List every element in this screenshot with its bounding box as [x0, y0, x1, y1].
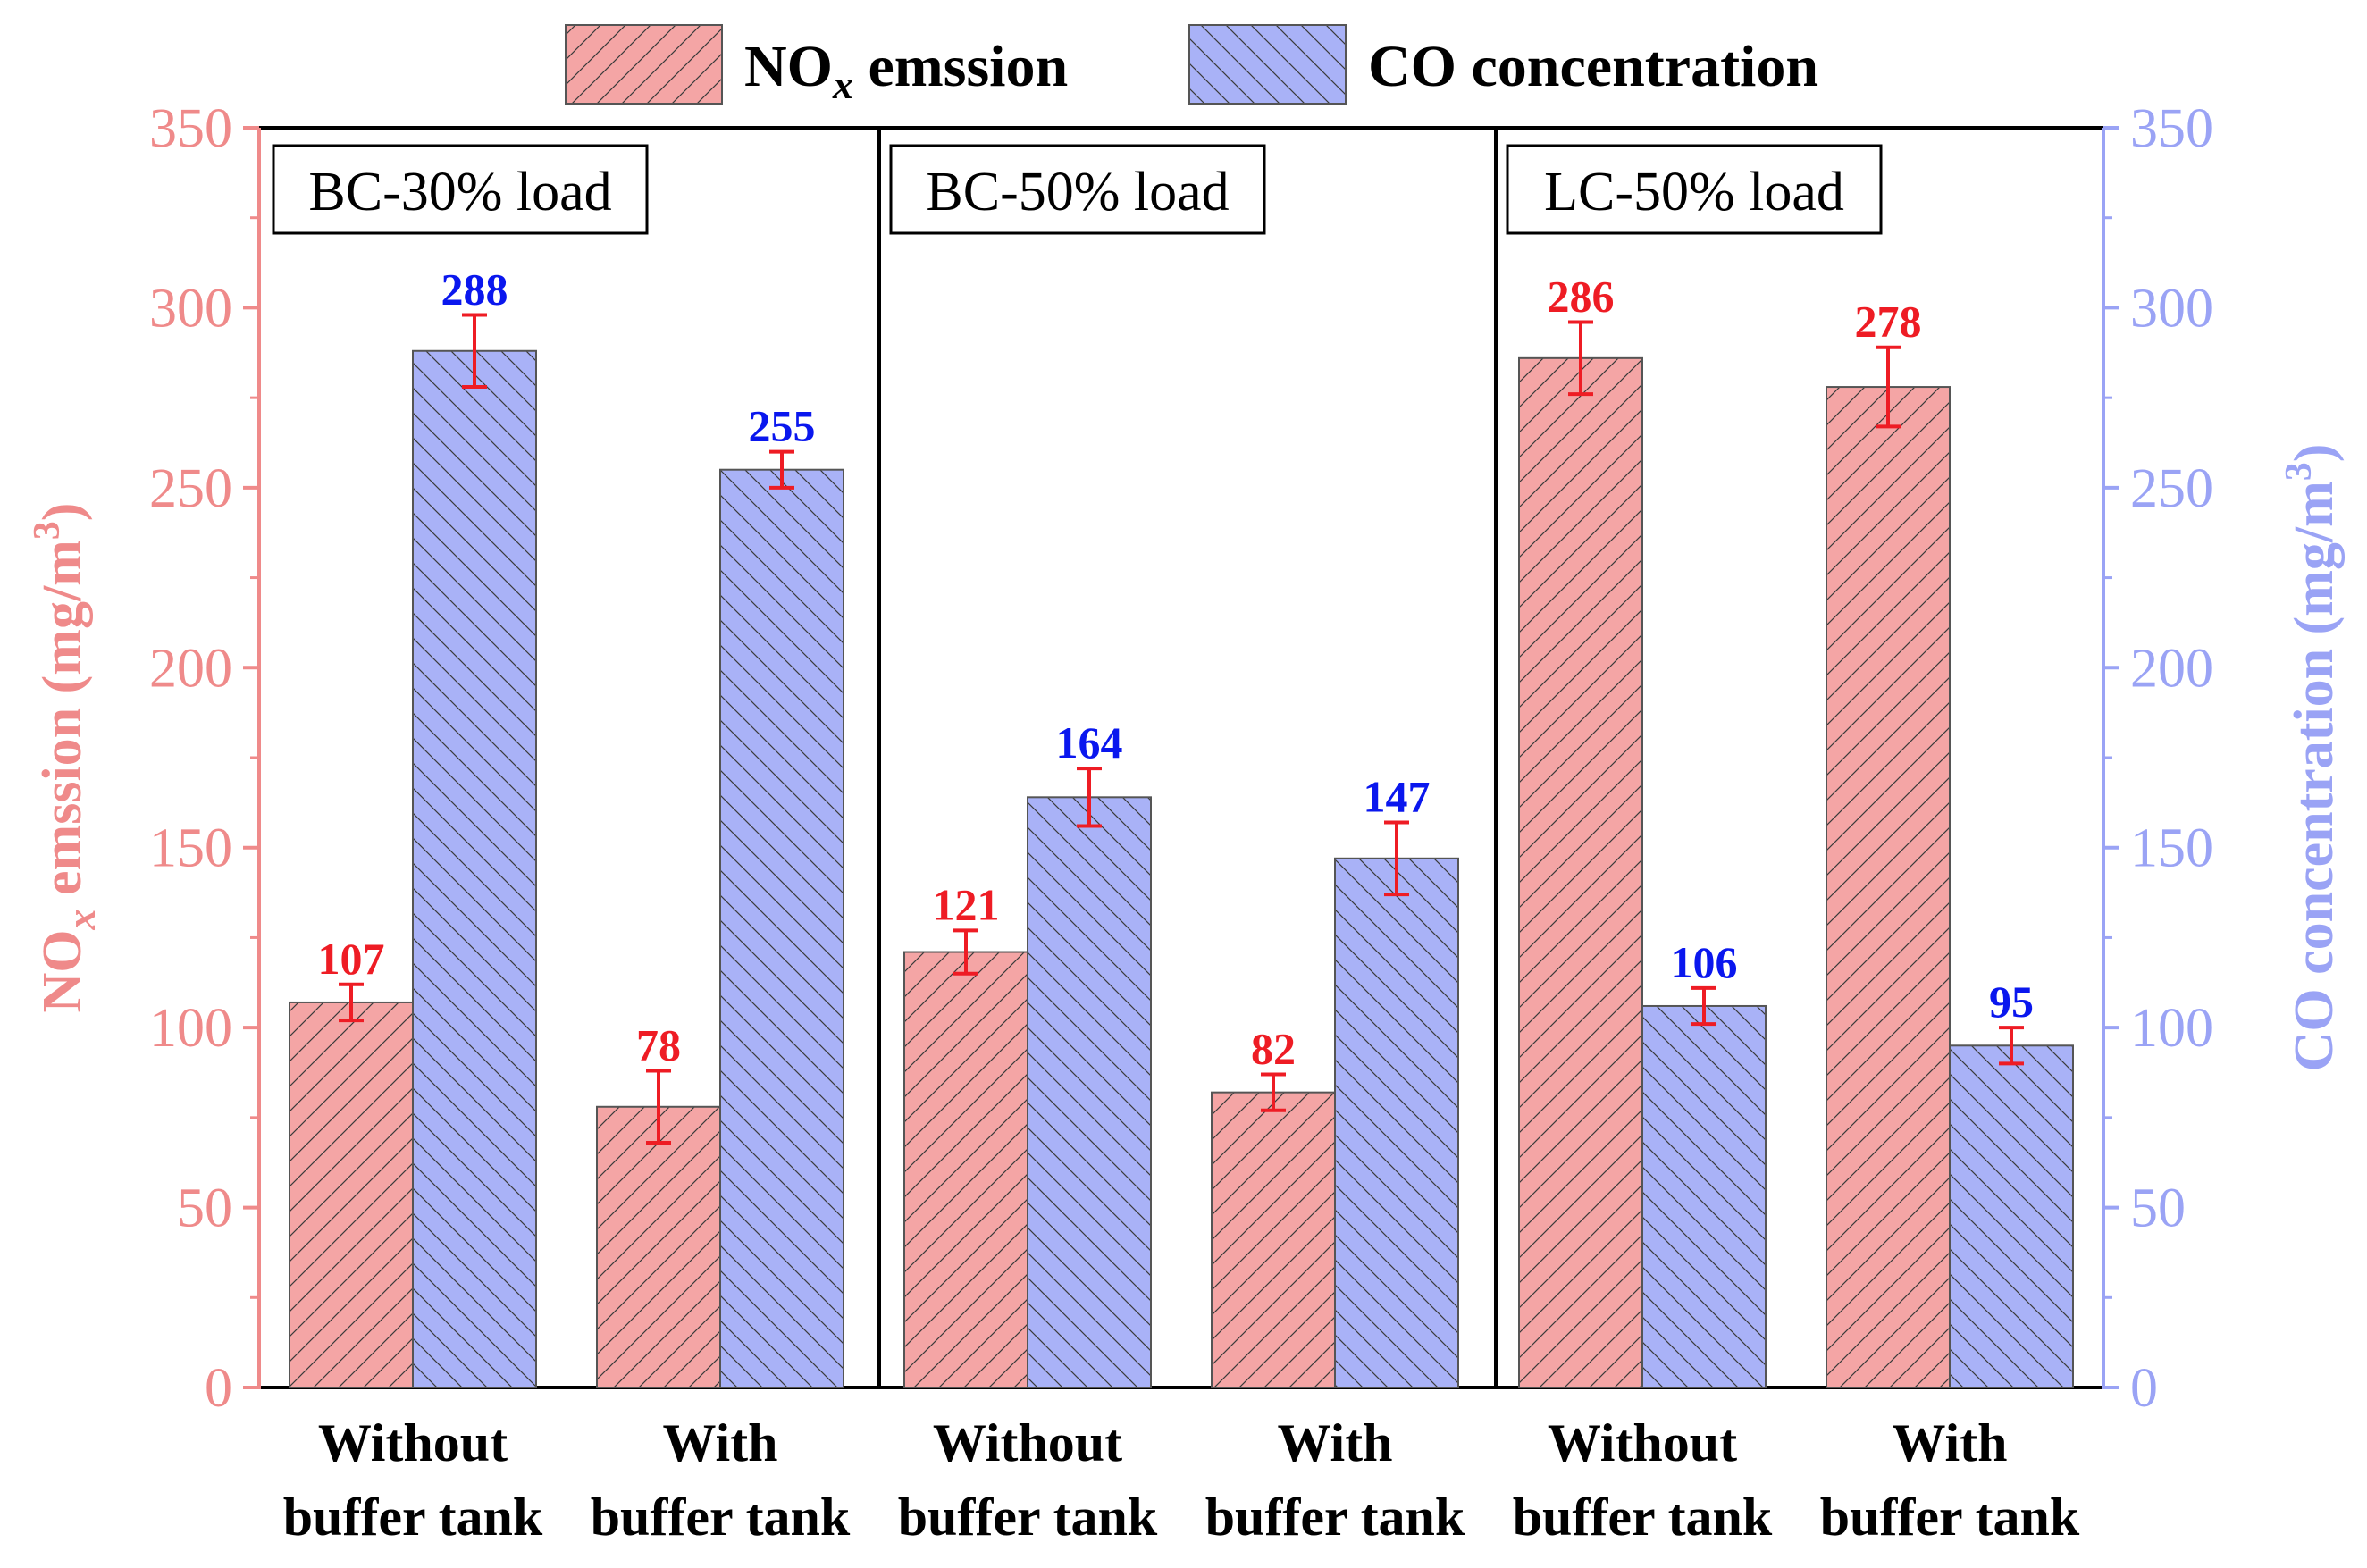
category-labels: Without buffer tank With buffer tank Without…	[283, 1413, 2080, 1547]
co-value-label: 288	[441, 264, 508, 314]
category-label-line1: With	[663, 1413, 778, 1472]
y-axis-right-ticks: 0 50 100 150 200 250 300 350	[2103, 98, 2213, 1419]
nox-value-label: 78	[636, 1019, 681, 1069]
category-label-line2: buffer tank	[591, 1488, 851, 1547]
y-right-tick-label: 200	[2130, 638, 2213, 699]
nox-value-label: 82	[1251, 1024, 1296, 1074]
y-axis-right-label: CO concentration (mg/m3)	[2279, 444, 2345, 1072]
category-label-line2: buffer tank	[898, 1488, 1158, 1547]
co-bar	[719, 468, 844, 1389]
legend: NOx emssion CO concentration	[565, 24, 1818, 107]
y-axis-left-label: NOx emssion (mg/m3)	[27, 503, 104, 1013]
nox-value-label: 278	[1855, 297, 1922, 347]
panel-labels: BC-30% load BC-50% load LC-50% load	[272, 144, 1883, 235]
error-bars	[339, 313, 2024, 1145]
panel-label-box-2	[889, 144, 1266, 235]
bars	[289, 349, 2074, 1389]
nox-bar	[903, 951, 1028, 1388]
co-bar	[1334, 857, 1459, 1388]
legend-swatch-co	[1188, 24, 1347, 105]
y-right-tick-label: 300	[2130, 278, 2213, 339]
y-right-tick-label: 50	[2130, 1178, 2186, 1239]
category-label-line1: With	[1893, 1413, 2008, 1472]
y-right-tick-label: 350	[2130, 98, 2213, 159]
legend-label-nox: NOx emssion	[744, 34, 1068, 107]
co-value-label: 255	[749, 401, 816, 451]
co-bar	[1949, 1044, 2074, 1389]
category-label-line1: Without	[1548, 1413, 1737, 1472]
y-right-tick-label: 100	[2130, 998, 2213, 1059]
category-label-line1: Without	[318, 1413, 508, 1472]
y-right-tick-label: 0	[2130, 1358, 2158, 1419]
y-right-tick-label: 150	[2130, 818, 2213, 879]
category-label-line1: Without	[933, 1413, 1122, 1472]
co-value-label: 106	[1671, 937, 1738, 987]
category-label-line2: buffer tank	[283, 1488, 543, 1547]
y-left-tick-label: 0	[205, 1358, 232, 1419]
y-left-tick-label: 200	[149, 638, 232, 699]
panel-label-box-3	[1506, 144, 1883, 235]
nox-bar	[596, 1105, 721, 1389]
y-left-tick-label: 300	[149, 278, 232, 339]
nox-bar	[1211, 1091, 1336, 1388]
co-value-label: 95	[1989, 977, 2034, 1027]
nox-value-label: 121	[933, 879, 1000, 929]
nox-bar	[1826, 386, 1951, 1388]
co-bar	[1027, 796, 1152, 1388]
y-left-tick-label: 50	[177, 1178, 232, 1239]
y-left-tick-label: 150	[149, 818, 232, 879]
co-value-label: 164	[1056, 717, 1123, 767]
panel-label-3: LC-50% load	[1544, 162, 1844, 222]
y-left-tick-label: 100	[149, 998, 232, 1059]
category-label-line1: With	[1278, 1413, 1393, 1472]
nox-value-label: 286	[1548, 272, 1615, 322]
co-value-label: 147	[1364, 772, 1431, 822]
co-bar	[1641, 1004, 1767, 1388]
panel-label-1: BC-30% load	[308, 162, 611, 222]
y-axis-left-ticks: 0 50 100 150 200 250 300 350	[149, 98, 259, 1419]
nox-value-label: 107	[318, 934, 385, 984]
panel-label-2: BC-50% load	[926, 162, 1229, 222]
y-left-tick-label: 250	[149, 458, 232, 519]
category-label-line2: buffer tank	[1820, 1488, 2080, 1547]
panel-label-box-1	[272, 144, 649, 235]
value-labels: 107 288 78 255 121 164 82 147 286 106 278 95	[318, 264, 2035, 1073]
category-label-line2: buffer tank	[1205, 1488, 1465, 1547]
y-right-tick-label: 250	[2130, 458, 2213, 519]
category-label-line2: buffer tank	[1513, 1488, 1773, 1547]
co-bar	[412, 349, 537, 1388]
legend-label-co: CO concentration	[1368, 34, 1818, 99]
nox-bar	[289, 1001, 414, 1388]
nox-bar	[1518, 356, 1643, 1388]
y-left-tick-label: 350	[149, 98, 232, 159]
legend-swatch-nox	[565, 24, 723, 105]
